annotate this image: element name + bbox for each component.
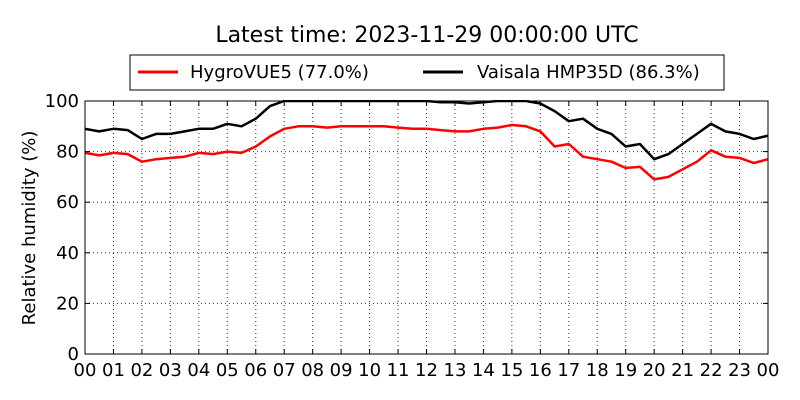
- x-tick-label: 07: [273, 360, 296, 381]
- y-tick-label: 100: [45, 91, 79, 112]
- x-tick-label: 12: [415, 360, 438, 381]
- chart-title: Latest time: 2023-11-29 00:00:00 UTC: [215, 23, 638, 48]
- x-tick-label: 00: [757, 360, 780, 381]
- x-tick-label: 00: [74, 360, 97, 381]
- x-tick-label: 04: [187, 360, 210, 381]
- x-tick-label: 10: [358, 360, 381, 381]
- y-tick-label: 40: [56, 243, 79, 264]
- x-tick-label: 14: [472, 360, 495, 381]
- x-tick-label: 02: [130, 360, 153, 381]
- x-tick-label: 06: [244, 360, 267, 381]
- plot-frame: [84, 100, 769, 355]
- x-tick-label: 21: [671, 360, 694, 381]
- x-tick-label: 05: [216, 360, 239, 381]
- x-axis-ticks: 00 01 02 03 04 05 06 07 08 09 10 11 12 13 14 15 16 17 18 19…: [74, 101, 780, 381]
- x-tick-label: 09: [330, 360, 353, 381]
- x-tick-label: 18: [586, 360, 609, 381]
- y-tick-label: 0: [68, 344, 79, 365]
- x-tick-label: 23: [728, 360, 751, 381]
- grid: [85, 101, 768, 354]
- x-tick-label: 20: [643, 360, 666, 381]
- series-line-hygrovue5: [85, 123, 768, 181]
- legend: HygroVUE5 (77.0%) Vaisala HMP35D (86.3%): [129, 54, 725, 91]
- x-tick-label: 19: [614, 360, 637, 381]
- x-tick-label: 15: [500, 360, 523, 381]
- x-tick-label: 13: [444, 360, 467, 381]
- x-tick-label: 08: [301, 360, 324, 381]
- y-tick-label: 80: [56, 142, 79, 163]
- x-tick-label: 22: [700, 360, 723, 381]
- x-tick-label: 11: [387, 360, 410, 381]
- y-tick-label: 60: [56, 192, 79, 213]
- x-tick-label: 16: [529, 360, 552, 381]
- y-axis-label: Relative humidity (%): [19, 131, 40, 326]
- y-tick-label: 20: [56, 293, 79, 314]
- legend-label-vaisala: Vaisala HMP35D (86.3%): [477, 62, 700, 83]
- x-tick-label: 01: [102, 360, 125, 381]
- legend-label-hygrovue5: HygroVUE5 (77.0%): [190, 62, 369, 83]
- x-tick-label: 03: [159, 360, 182, 381]
- y-axis-ticks: 0 20 40 60 80 100: [45, 91, 768, 365]
- series-layer: [85, 100, 768, 181]
- x-tick-label: 17: [557, 360, 580, 381]
